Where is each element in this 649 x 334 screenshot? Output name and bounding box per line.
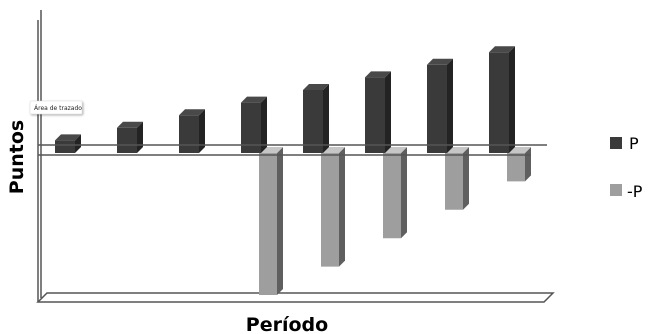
bar-neg-p-5 bbox=[321, 153, 339, 267]
bar-p-3-side bbox=[199, 109, 205, 153]
legend: P -P bbox=[610, 134, 643, 201]
legend-swatch-p bbox=[610, 137, 622, 149]
bar-neg-p-8 bbox=[507, 153, 525, 182]
legend-label-neg-p: -P bbox=[627, 182, 643, 201]
legend-swatch-neg-p bbox=[610, 184, 622, 196]
bar-p-6-top bbox=[365, 71, 391, 78]
bar-neg-p-8-side bbox=[525, 147, 531, 182]
bar-p-8 bbox=[489, 52, 509, 154]
bar-p-2-top bbox=[117, 121, 143, 128]
bar-neg-p-4-side bbox=[277, 147, 283, 295]
x-axis-title: Período bbox=[246, 314, 328, 334]
bar-neg-p-6 bbox=[383, 153, 401, 239]
bar-p-5 bbox=[303, 90, 323, 153]
bar-p-7 bbox=[427, 64, 447, 153]
bar-p-5-top bbox=[303, 84, 329, 90]
bar-p-8-top bbox=[489, 46, 515, 53]
bar-p-1-top bbox=[55, 134, 81, 141]
floor-plane bbox=[36, 292, 555, 303]
bar-p-3-top bbox=[179, 109, 205, 116]
bar-p-7-side bbox=[447, 58, 453, 153]
bar-neg-p-4 bbox=[259, 153, 277, 295]
bar-p-4-side bbox=[261, 96, 267, 153]
bar-neg-p-7 bbox=[445, 153, 463, 210]
bar-p-7-top bbox=[427, 58, 453, 65]
bar-p-2 bbox=[117, 127, 137, 153]
bar-p-3 bbox=[179, 115, 199, 153]
bar-neg-p-7-side bbox=[463, 147, 469, 210]
bar-p-1-side bbox=[75, 134, 81, 153]
y-axis-title: Puntos bbox=[6, 120, 28, 194]
bar-p-1 bbox=[55, 140, 75, 153]
bar-p-6 bbox=[365, 77, 385, 153]
bar-p-5-side bbox=[323, 84, 329, 153]
bar-p-8-side bbox=[509, 46, 515, 154]
bar-p-4-top bbox=[241, 96, 267, 103]
bar-p-6-side bbox=[385, 71, 391, 153]
bar-p-4 bbox=[241, 102, 261, 153]
plot-area-tooltip: Área de trazado bbox=[29, 100, 82, 115]
bar-neg-p-5-side bbox=[339, 147, 345, 267]
legend-label-p: P bbox=[629, 134, 639, 153]
svg-text:Área de trazado: Área de trazado bbox=[34, 105, 82, 112]
bars-group bbox=[55, 46, 531, 295]
bar-neg-p-6-side bbox=[401, 147, 407, 239]
